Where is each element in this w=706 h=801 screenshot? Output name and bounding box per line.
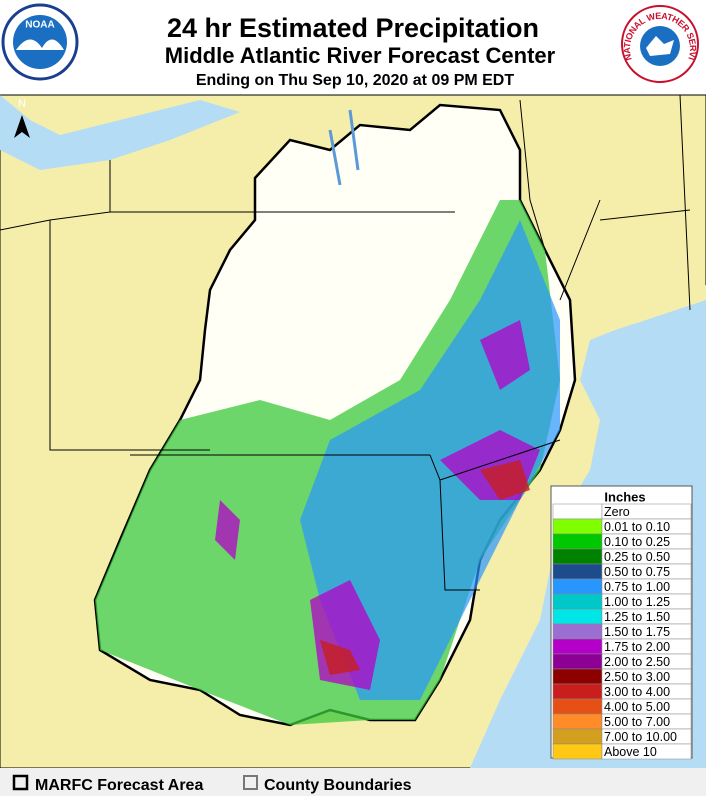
footer-item: MARFC Forecast Area [35, 777, 203, 794]
legend-swatch [552, 743, 603, 760]
legend-label: 0.01 to 0.10 [604, 520, 670, 534]
legend-swatch [552, 623, 603, 640]
state-lines [0, 94, 691, 591]
legend-title: Inches [604, 489, 645, 504]
legend-row [601, 743, 692, 760]
legend-label: 0.75 to 1.00 [604, 580, 670, 594]
legend-swatch [552, 518, 603, 535]
footer-swatch-county [243, 775, 258, 790]
footer-swatch-area [12, 774, 29, 791]
date: Ending on Thu Sep 10, 2020 at 09 PM EDT [196, 72, 515, 89]
legend-label: 3.00 to 4.00 [604, 685, 670, 699]
legend-swatch [552, 713, 603, 730]
legend-label: 1.25 to 1.50 [604, 610, 670, 624]
legend-label: 0.25 to 0.50 [604, 550, 670, 564]
noaa-logo: NOAA [1, 3, 79, 81]
legend-swatch [552, 548, 603, 565]
title: 24 hr Estimated Precipitation [167, 13, 539, 43]
legend-label: Above 10 [604, 745, 657, 759]
legend-label: 0.50 to 0.75 [604, 565, 670, 579]
long-island [560, 285, 706, 338]
legend-label: 4.00 to 5.00 [604, 700, 670, 714]
legend-swatch [552, 668, 603, 685]
legend-swatch [552, 698, 603, 715]
legend-swatch [552, 503, 603, 520]
legend-label: 7.00 to 10.00 [604, 730, 677, 744]
legend-label: Zero [604, 505, 630, 519]
legend-label: 2.50 to 3.00 [604, 670, 670, 684]
legend-swatch [552, 683, 603, 700]
legend-swatch [552, 563, 603, 580]
legend-swatch [552, 728, 603, 745]
legend-swatch [552, 593, 603, 610]
noaa-text: NOAA [25, 20, 54, 31]
legend-swatch [552, 608, 603, 625]
footer-bar [0, 768, 706, 796]
lake [0, 95, 240, 170]
north-label: N [18, 98, 26, 110]
map: N [0, 94, 706, 769]
legend-label: 2.00 to 2.50 [604, 655, 670, 669]
footer-item: County Boundaries [264, 777, 412, 794]
legend-label: 1.75 to 2.00 [604, 640, 670, 654]
legend-label: 1.50 to 1.75 [604, 625, 670, 639]
finger-lakes [328, 109, 360, 186]
legend-label: 5.00 to 7.00 [604, 715, 670, 729]
rain-max [320, 460, 530, 675]
legend-label: 1.00 to 1.25 [604, 595, 670, 609]
legend-swatch [552, 638, 603, 655]
legend-swatch [552, 578, 603, 595]
rain-heavy [215, 320, 540, 690]
legend-label: 0.10 to 0.25 [604, 535, 670, 549]
legend-swatch [552, 653, 603, 670]
north-arrow: N [14, 98, 30, 138]
legend-swatch [552, 533, 603, 550]
subtitle: Middle Atlantic River Forecast Center [165, 43, 556, 68]
